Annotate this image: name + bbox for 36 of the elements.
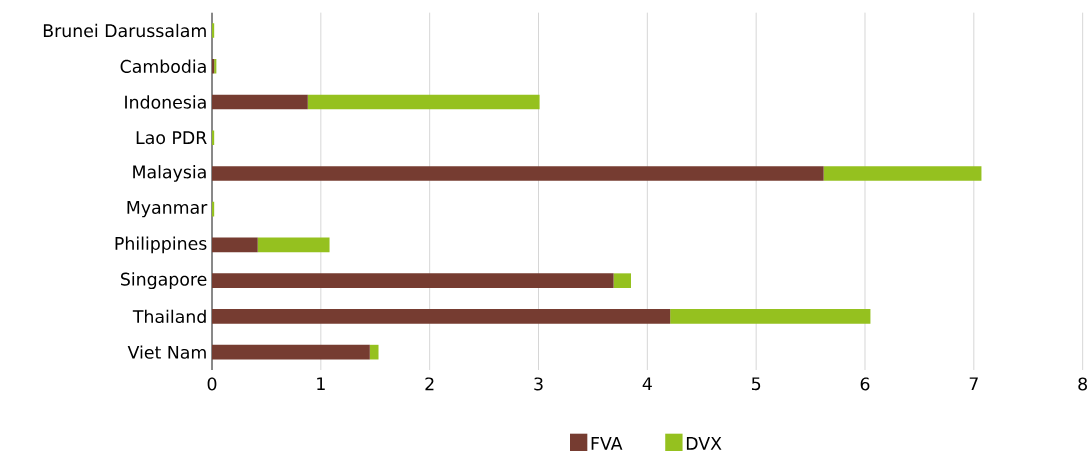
x-tick-label: 8 xyxy=(1078,377,1087,391)
y-tick-label: Lao PDR xyxy=(136,131,207,145)
bar xyxy=(212,166,824,181)
x-tick-label: 1 xyxy=(317,377,325,391)
x-tick-label: 7 xyxy=(969,377,978,391)
legend-label: FVA xyxy=(591,437,623,450)
x-tick-label: 4 xyxy=(642,377,652,391)
y-tick-label: Viet Nam xyxy=(127,345,206,359)
y-tick-label: Singapore xyxy=(121,272,207,290)
bar xyxy=(212,237,258,253)
bar xyxy=(212,94,308,110)
bar xyxy=(212,201,215,217)
legend-label: DVX xyxy=(686,437,722,450)
bar xyxy=(369,344,379,360)
y-tick-label: Myanmar xyxy=(127,201,208,218)
bar xyxy=(212,273,614,288)
bar xyxy=(257,237,330,253)
y-tick-label: Brunei Darussalam xyxy=(43,23,206,38)
y-tick-label: Indonesia xyxy=(125,95,206,109)
y-tick-label: Thailand xyxy=(132,309,206,324)
x-tick-label: 6 xyxy=(860,377,870,391)
bar xyxy=(670,309,871,324)
bar xyxy=(212,23,215,38)
x-tick-label: 5 xyxy=(751,377,761,391)
y-tick-label: Malaysia xyxy=(133,165,206,182)
y-tick-label: Cambodia xyxy=(120,59,206,73)
x-tick-label: 3 xyxy=(534,377,543,391)
bar xyxy=(613,273,632,288)
bar xyxy=(212,309,671,324)
x-tick-label: 0 xyxy=(207,377,217,391)
bar xyxy=(307,94,540,110)
y-tick-label: Philippines xyxy=(115,236,207,254)
bar xyxy=(212,344,370,360)
bar xyxy=(823,166,982,181)
x-tick-label: 2 xyxy=(425,377,434,391)
bar xyxy=(212,130,215,146)
